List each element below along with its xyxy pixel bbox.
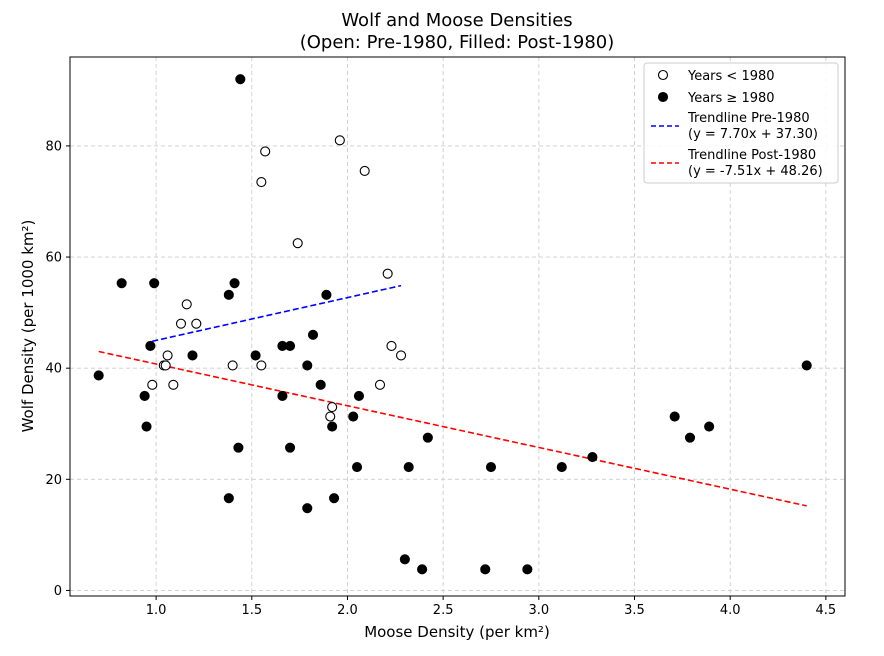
chart-subtitle: (Open: Pre-1980, Filled: Post-1980)	[300, 32, 615, 53]
data-point-post-1980	[285, 442, 296, 453]
y-tick-label: 80	[45, 139, 62, 154]
trendline-pre-1980	[152, 284, 402, 343]
data-point-post-1980	[145, 340, 156, 351]
data-point-post-1980	[669, 411, 680, 422]
data-points	[93, 74, 812, 575]
data-point-post-1980	[801, 360, 812, 371]
data-point-pre-1980	[160, 360, 171, 371]
x-tick-label: 1.5	[241, 603, 262, 618]
y-tick-label: 0	[54, 584, 62, 599]
data-point-pre-1980	[227, 360, 238, 371]
data-point-post-1980	[250, 350, 261, 361]
legend-trend-pre-name: Trendline Pre-1980	[687, 111, 810, 126]
data-point-post-1980	[302, 503, 313, 514]
data-point-post-1980	[327, 421, 338, 432]
data-point-post-1980	[417, 564, 428, 575]
data-point-post-1980	[235, 74, 246, 85]
data-point-pre-1980	[327, 402, 338, 413]
data-point-post-1980	[116, 278, 127, 289]
data-point-pre-1980	[181, 299, 192, 310]
data-point-post-1980	[353, 390, 365, 402]
data-point-post-1980	[93, 370, 104, 381]
data-point-post-1980	[302, 360, 313, 371]
data-point-pre-1980	[359, 165, 370, 176]
x-tick-label: 4.0	[720, 603, 741, 618]
data-point-post-1980	[321, 289, 332, 300]
data-point-post-1980	[141, 421, 152, 432]
data-point-post-1980	[277, 390, 288, 402]
x-tick-label: 3.5	[624, 603, 645, 618]
data-point-post-1980	[229, 278, 240, 289]
y-tick-label: 20	[45, 473, 62, 488]
data-point-post-1980	[223, 493, 234, 504]
data-point-post-1980	[315, 379, 326, 390]
data-point-post-1980	[522, 564, 533, 575]
y-axis-label: Wolf Density (per 1000 km²)	[19, 220, 37, 433]
data-point-pre-1980	[395, 350, 407, 361]
data-point-post-1980	[149, 278, 160, 289]
plot-area-frame	[69, 56, 846, 597]
data-point-post-1980	[485, 462, 497, 473]
data-point-pre-1980	[292, 238, 303, 249]
trendlines	[98, 284, 807, 507]
data-point-post-1980	[704, 421, 715, 432]
legend-trend-post-equation: (y = -7.51x + 48.26)	[688, 164, 823, 179]
data-point-pre-1980	[168, 379, 179, 390]
data-point-post-1980	[187, 350, 198, 361]
data-point-pre-1980	[382, 268, 393, 279]
y-tick-label: 60	[45, 251, 62, 266]
legend-trend-pre-equation: (y = 7.70x + 37.30)	[688, 127, 818, 142]
data-point-pre-1980	[386, 340, 397, 351]
data-point-pre-1980	[147, 379, 158, 390]
data-point-post-1980	[351, 462, 363, 473]
x-axis-label: Moose Density (per km²)	[364, 623, 550, 641]
data-point-pre-1980	[256, 176, 267, 188]
data-point-post-1980	[684, 432, 696, 443]
data-point-pre-1980	[325, 411, 336, 422]
data-point-post-1980	[285, 340, 296, 351]
data-point-post-1980	[403, 462, 414, 473]
data-point-post-1980	[329, 493, 340, 504]
data-point-post-1980	[307, 329, 319, 340]
data-point-pre-1980	[162, 350, 173, 361]
legend-trend-post-name: Trendline Post-1980	[687, 148, 816, 163]
data-point-pre-1980	[374, 379, 386, 390]
data-point-post-1980	[348, 411, 359, 422]
data-point-post-1980	[480, 564, 491, 575]
x-tick-label: 2.0	[337, 603, 358, 618]
data-point-pre-1980	[191, 318, 202, 329]
data-point-post-1980	[233, 442, 244, 453]
data-point-pre-1980	[256, 360, 267, 371]
trendline-post-1980	[98, 350, 807, 507]
legend-post-1980-label: Years ≥ 1980	[687, 91, 775, 106]
axis-ticks: 1.0 1.5 2.0 2.5 3.0 3.5 4.0 4.5 0 20 40 60 80	[45, 139, 836, 618]
legend-open-marker	[657, 69, 669, 81]
data-point-post-1980	[139, 390, 150, 402]
data-point-pre-1980	[175, 318, 187, 329]
x-tick-label: 1.0	[146, 603, 167, 618]
x-tick-label: 3.0	[528, 603, 549, 618]
x-tick-label: 2.5	[433, 603, 454, 618]
legend: Years < 1980 Years ≥ 1980 Trendline Pre-…	[643, 62, 839, 184]
chart-title: Wolf and Moose Densities	[341, 10, 572, 31]
data-point-post-1980	[587, 452, 598, 463]
data-point-pre-1980	[260, 146, 271, 157]
data-point-post-1980	[399, 554, 410, 565]
data-point-post-1980	[556, 462, 567, 473]
legend-pre-1980-label: Years < 1980	[687, 69, 775, 84]
data-point-post-1980	[223, 289, 234, 300]
data-point-post-1980	[422, 432, 433, 443]
data-point-pre-1980	[334, 135, 345, 146]
x-tick-label: 4.5	[816, 603, 837, 618]
legend-filled-marker	[657, 91, 669, 103]
legend-box	[643, 62, 839, 184]
y-tick-label: 40	[45, 362, 62, 377]
